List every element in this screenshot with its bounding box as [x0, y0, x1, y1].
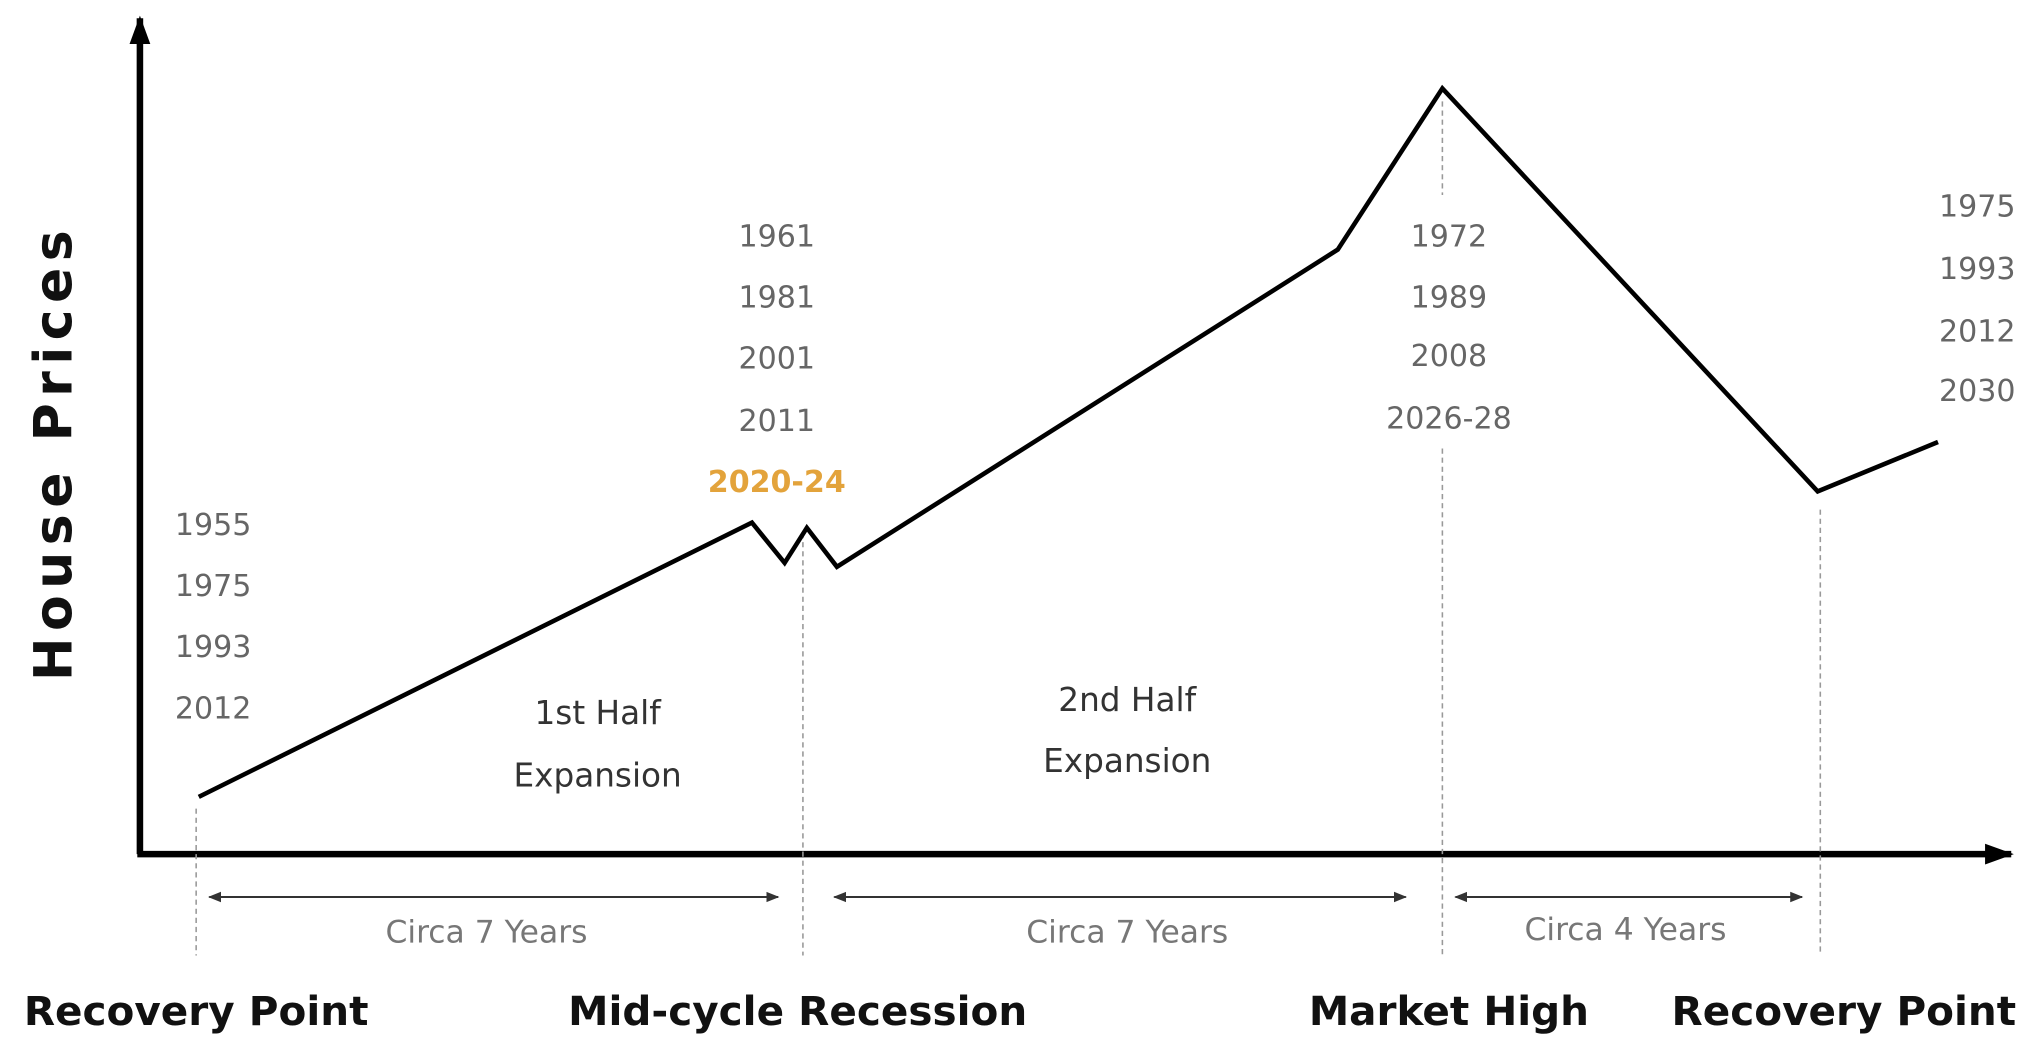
year: 2011: [739, 404, 816, 439]
year: 2012: [175, 691, 252, 726]
year: 1975: [175, 569, 252, 604]
price-cycle-line: [197, 84, 1939, 799]
year: 1989: [1411, 281, 1488, 316]
span-label: Circa 4 Years: [1524, 912, 1726, 948]
stage-label: Market High: [1309, 987, 1589, 1035]
year: 2001: [739, 342, 816, 377]
phase-label: Expansion: [513, 756, 681, 794]
year: 2030: [1939, 374, 2016, 409]
year-group: 1961 1981 2001 2011 2020-24: [708, 219, 846, 500]
stage-label: Recovery Point: [1672, 987, 2017, 1035]
year-current: 2020-24: [708, 465, 846, 500]
year: 1972: [1411, 219, 1488, 254]
stage-label: Mid-cycle Recession: [568, 987, 1027, 1035]
year-group: 1975 1993 2012 2030: [1939, 190, 2016, 409]
year: 1955: [175, 508, 252, 543]
year: 1981: [739, 281, 816, 316]
year-group: 1955 1975 1993 2012: [175, 508, 252, 726]
year: 2026-28: [1386, 401, 1512, 436]
year: 1975: [1939, 190, 2016, 225]
year: 2012: [1939, 314, 2016, 349]
guides: [195, 101, 1822, 956]
year-group: 1972 1989 2008 2026-28: [1386, 219, 1512, 436]
span-label: Circa 7 Years: [385, 914, 587, 950]
y-axis-label: House Prices: [24, 224, 84, 681]
span-label: Circa 7 Years: [1026, 914, 1228, 950]
year: 1993: [175, 630, 252, 665]
phase-label: 1st Half: [535, 694, 663, 732]
phase-label: 2nd Half: [1058, 681, 1197, 719]
year: 1993: [1939, 252, 2016, 287]
year: 2008: [1411, 339, 1488, 374]
stage-label: Recovery Point: [24, 987, 369, 1035]
year: 1961: [739, 219, 816, 254]
phase-label: Expansion: [1043, 742, 1211, 780]
